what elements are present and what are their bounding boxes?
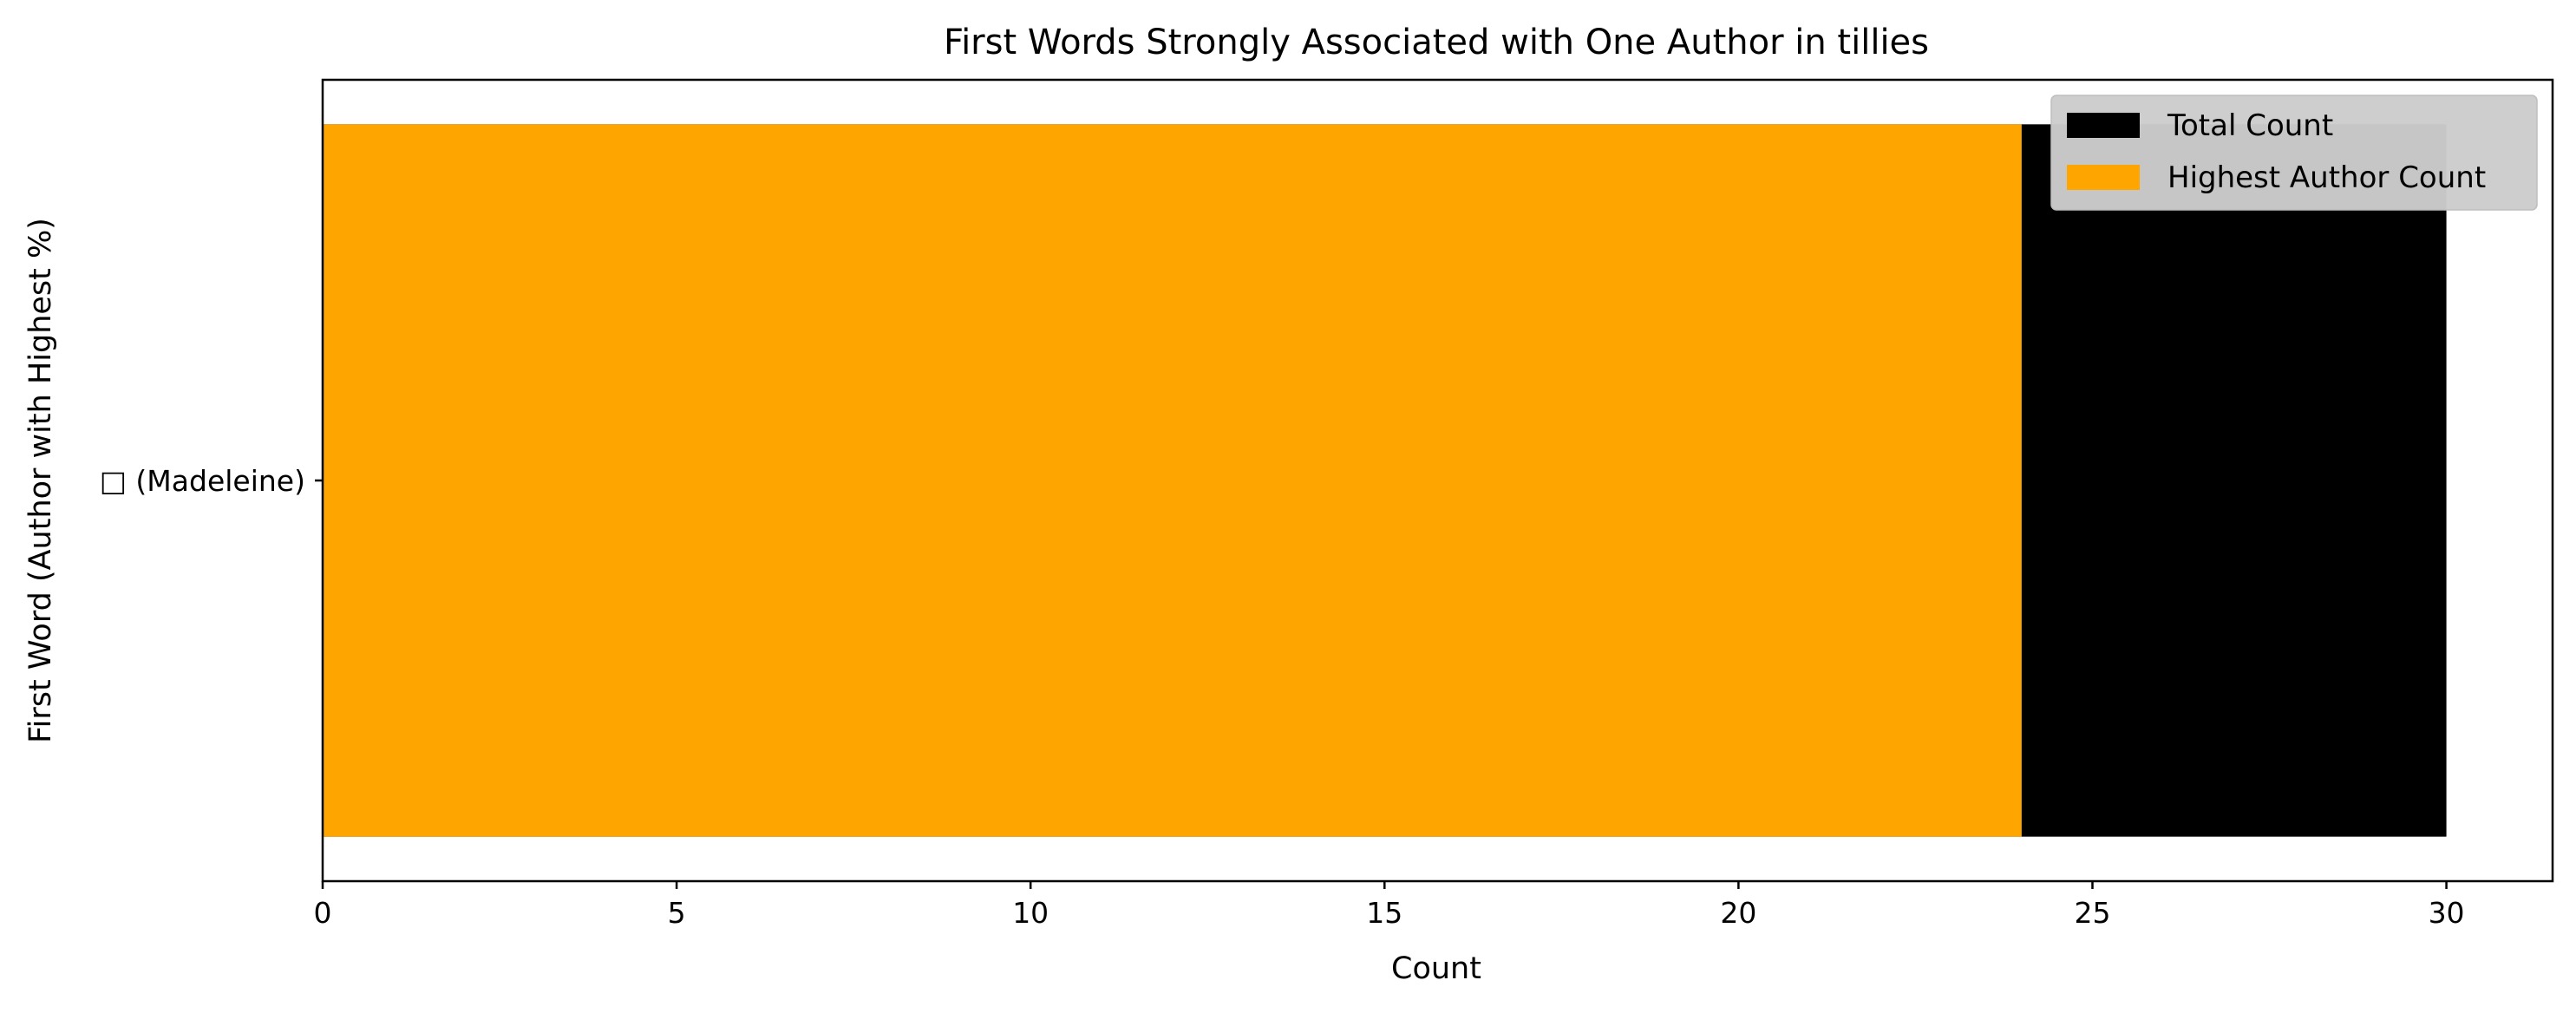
x-tick-label: 25 (2074, 896, 2110, 930)
x-tick-label: 30 (2429, 896, 2465, 930)
legend-label: Highest Author Count (2167, 160, 2486, 195)
x-tick-label: 15 (1366, 896, 1402, 930)
x-tick-label: 5 (668, 896, 686, 930)
legend-label: Total Count (2167, 108, 2333, 143)
legend-box (2050, 95, 2538, 211)
bar-highest-author-count (323, 124, 2022, 837)
bars-layer (323, 124, 2447, 837)
x-tick-label: 0 (314, 896, 332, 930)
y-axis-label: First Word (Author with Highest %) (23, 218, 58, 743)
x-tick-label: 20 (1720, 896, 1756, 930)
legend-swatch (2067, 113, 2140, 138)
x-axis: 0 5 10 15 20 25 30 (314, 881, 2465, 930)
x-axis-label: Count (1391, 951, 1481, 986)
y-tick-label: □ (Madeleine) (100, 464, 305, 498)
chart-title: First Words Strongly Associated with One… (944, 23, 1929, 62)
legend: Total Count Highest Author Count (2050, 95, 2538, 211)
y-axis: □ (Madeleine) (100, 464, 323, 498)
legend-swatch (2067, 165, 2140, 190)
x-tick-label: 10 (1012, 896, 1049, 930)
